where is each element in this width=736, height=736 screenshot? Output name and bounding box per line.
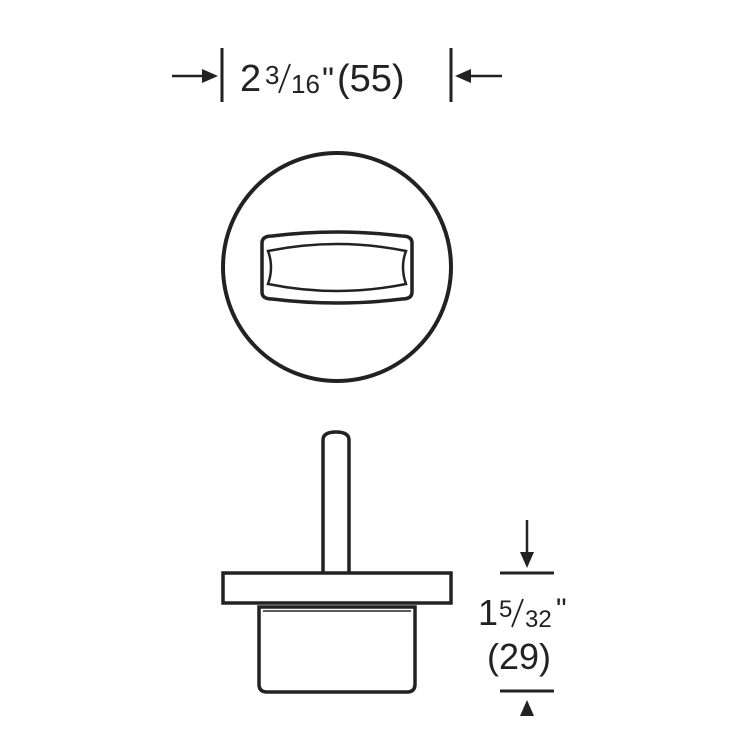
width-arrow-left: [172, 69, 218, 83]
width-fraction-slash: [278, 63, 291, 94]
width-whole: 2: [240, 58, 261, 100]
spindle: [321, 430, 351, 573]
rose-plate: [221, 151, 453, 383]
height-dimension: 1 5 32 " (29): [478, 520, 567, 716]
front-view: [221, 151, 453, 383]
width-inch-mark: ": [322, 61, 334, 99]
height-arrow-bottom: [520, 700, 534, 716]
height-fraction-slash: [511, 598, 524, 628]
rose-plate-side: [221, 571, 453, 605]
width-metric: (55): [337, 58, 405, 100]
side-view: [221, 430, 453, 694]
width-dimension: 2 3 16 " (55): [172, 48, 502, 102]
width-fraction-num: 3: [265, 60, 279, 90]
thumb-turn: [260, 230, 414, 305]
height-whole: 1: [478, 592, 498, 633]
height-fraction-den: 32: [525, 606, 552, 633]
height-metric: (29): [487, 636, 551, 677]
body: [257, 605, 417, 694]
height-arrow-top: [520, 520, 534, 568]
width-arrow-right: [455, 69, 502, 83]
thumb-turn-inner: [266, 242, 408, 293]
width-fraction-den: 16: [291, 69, 320, 99]
height-fraction-num: 5: [499, 596, 512, 623]
height-label: 1 5 32 ": [478, 592, 567, 633]
height-inch-mark: ": [556, 593, 567, 626]
width-label: 2 3 16 " (55): [240, 58, 405, 100]
